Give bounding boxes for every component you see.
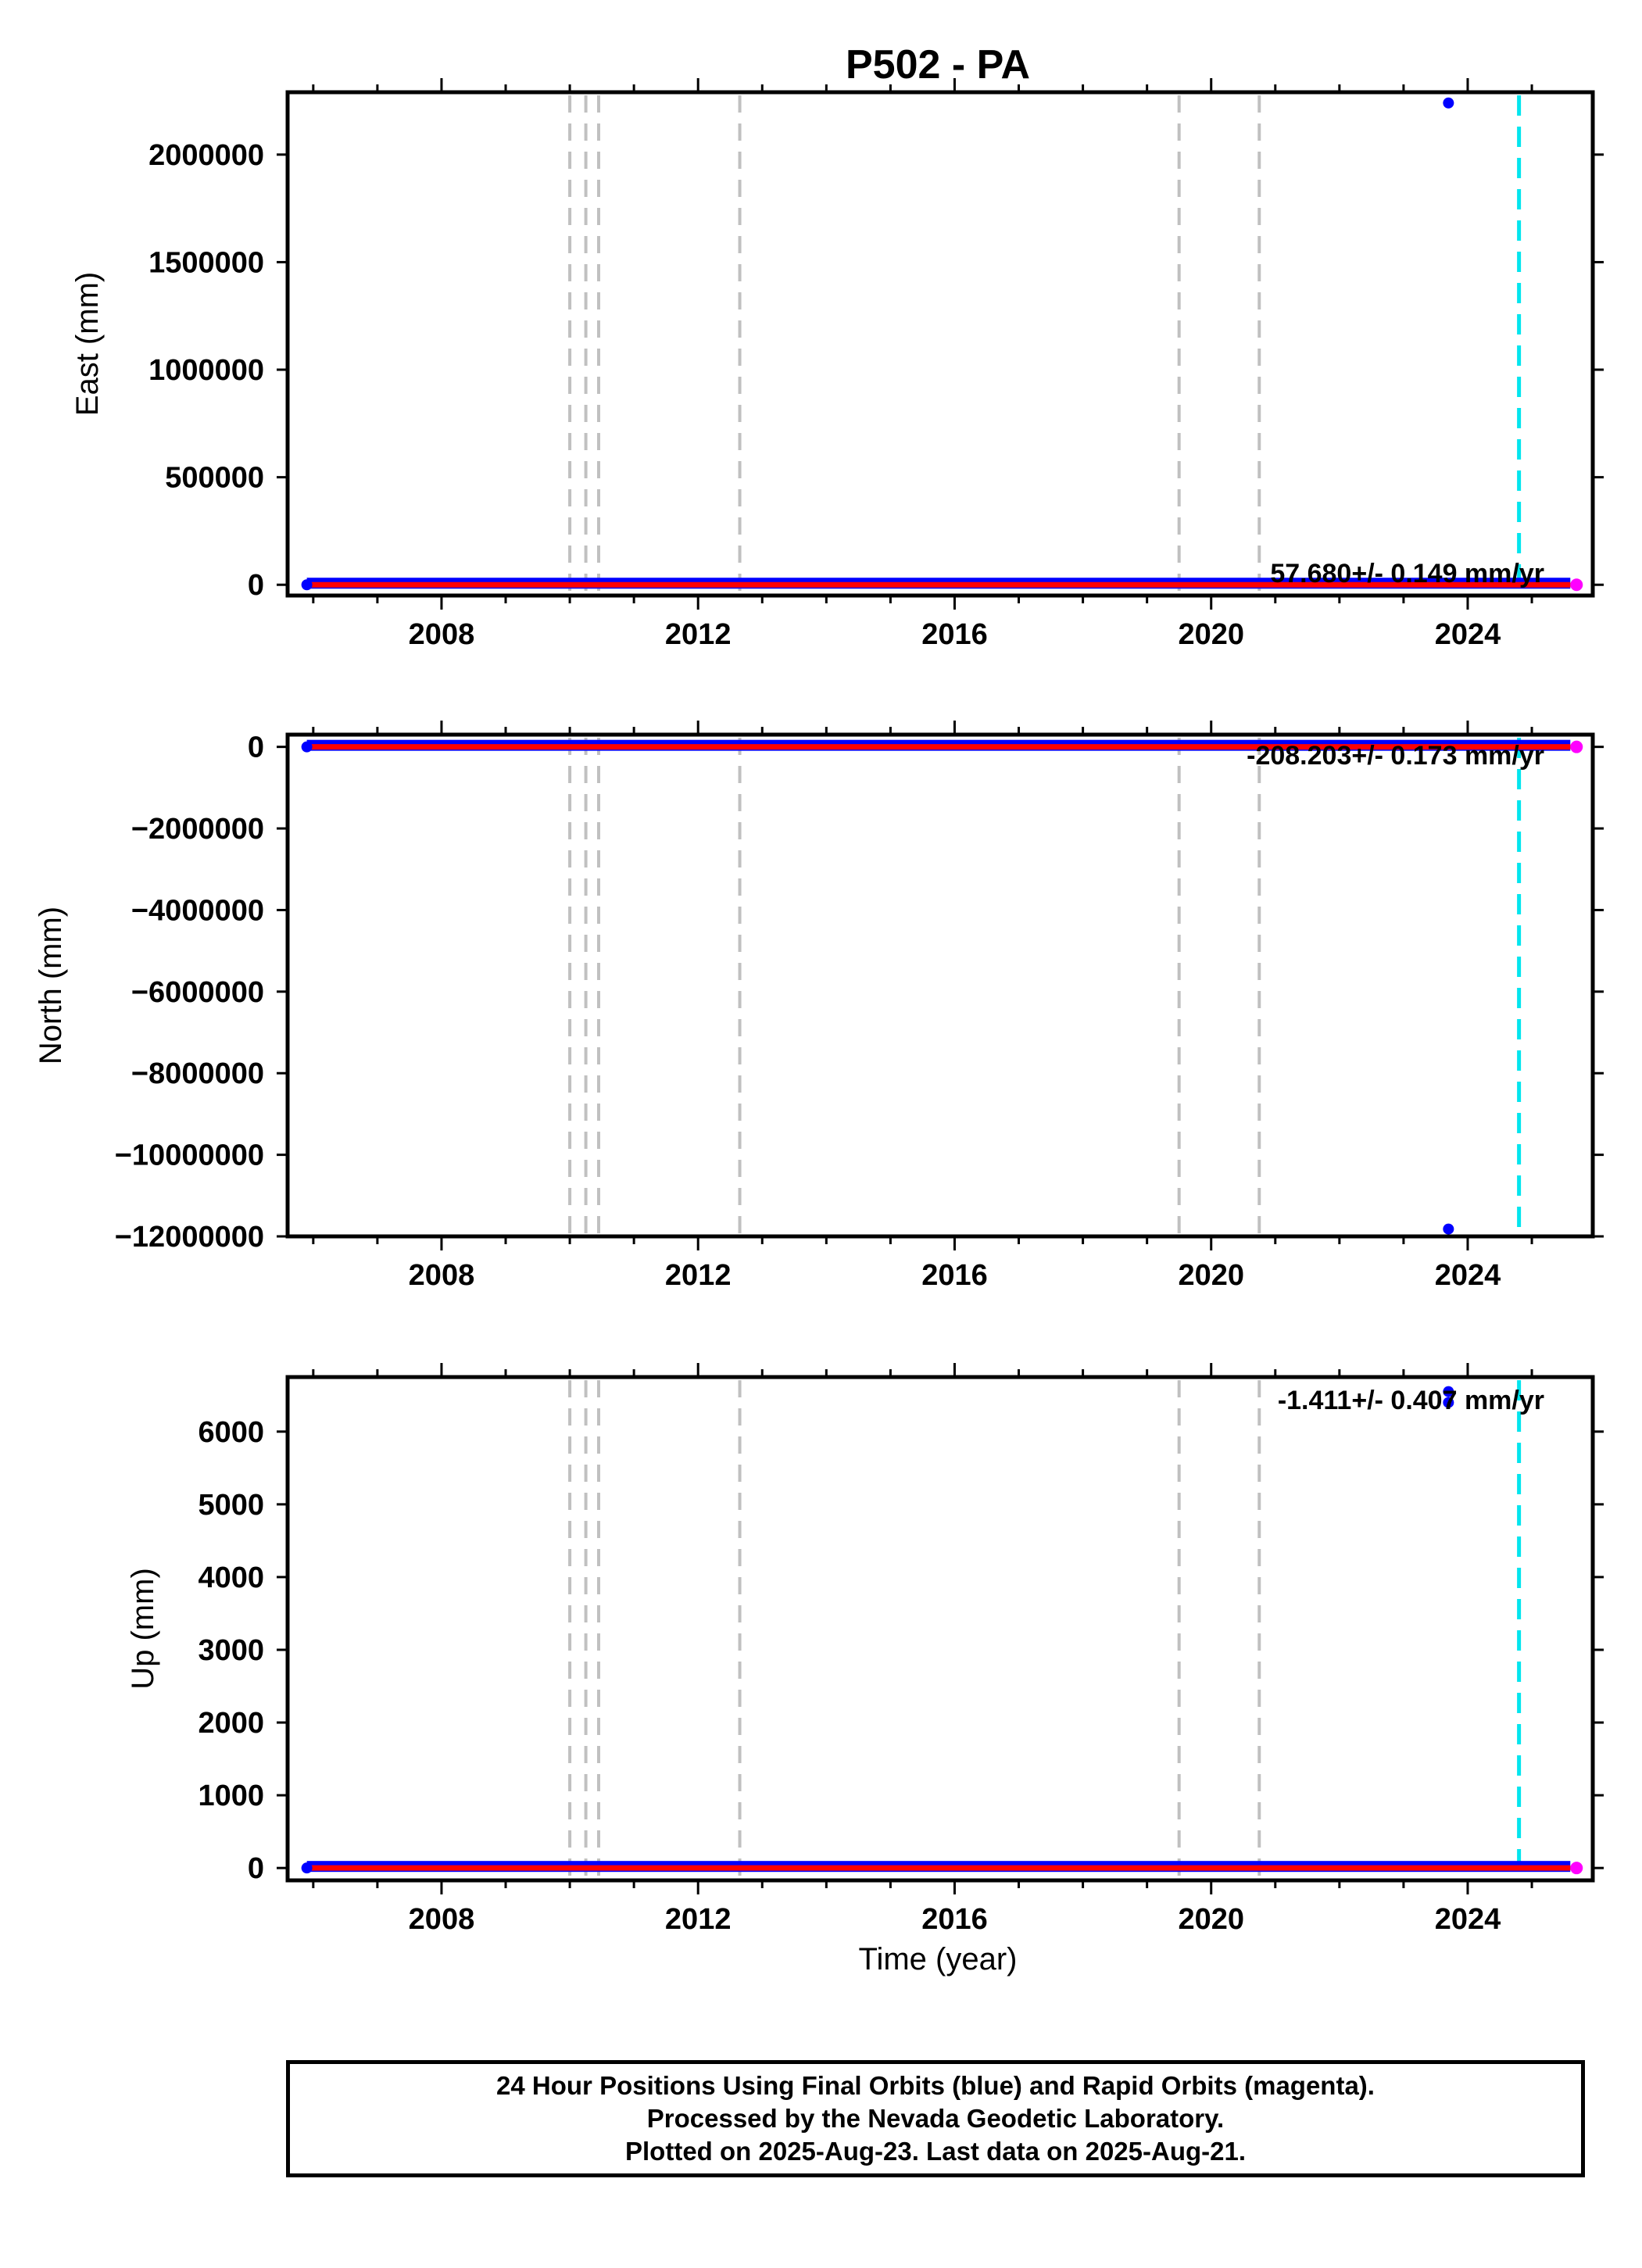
plot-frame	[285, 90, 1595, 598]
rapid-orbit-point	[1570, 1862, 1583, 1875]
y-tick-label: 500000	[165, 462, 264, 495]
y-tick-label: 1000000	[148, 354, 264, 387]
outlier-point	[1443, 97, 1454, 109]
outlier-point	[1443, 1223, 1454, 1235]
panel-east: 2008 2012 2016 2020 2024 0 500000 1000000 150000…	[70, 78, 1604, 651]
series-start-point	[301, 1862, 313, 1874]
y-tick-label: −8000000	[131, 1057, 264, 1090]
x-tick-label: 2016	[921, 618, 988, 651]
y-tick-label: 0	[248, 1852, 264, 1885]
x-tick-label: 2012	[665, 618, 732, 651]
caption-line-1: 24 Hour Positions Using Final Orbits (bl…	[496, 2071, 1375, 2100]
y-tick-label: −6000000	[131, 976, 264, 1009]
y-tick-label: 0	[248, 732, 264, 764]
x-tick-label: 2020	[1178, 1903, 1244, 1936]
rapid-orbit-point	[1570, 578, 1583, 592]
y-tick-label: 4000	[198, 1561, 264, 1594]
x-tick-label: 2020	[1178, 1259, 1244, 1292]
series-start-point	[301, 579, 313, 591]
y-tick-label: 1000	[198, 1780, 264, 1812]
series-start-point	[301, 741, 313, 753]
caption-box: 24 Hour Positions Using Final Orbits (bl…	[286, 2060, 1585, 2177]
y-axis-label: North (mm)	[34, 907, 68, 1064]
caption-line-3: Plotted on 2025-Aug-23. Last data on 202…	[625, 2137, 1246, 2166]
y-tick-label: 3000	[198, 1634, 264, 1667]
x-tick-label: 2020	[1178, 618, 1244, 651]
plot-frame	[285, 732, 1595, 1239]
y-tick-label: 1500000	[148, 246, 264, 279]
velocity-annotation: -1.411+/- 0.407 mm/yr	[1278, 1386, 1544, 1415]
panel-north: 2008 2012 2016 2020 2024 0 −2000000 −4000000 −60…	[34, 721, 1604, 1292]
x-axis-label: Time (year)	[859, 1942, 1018, 1976]
x-tick-label: 2024	[1435, 1903, 1501, 1936]
plot-frame	[285, 1375, 1595, 1883]
y-tick-label: 2000000	[148, 139, 264, 172]
y-axis-label: East (mm)	[70, 272, 105, 416]
x-tick-label: 2008	[409, 1259, 475, 1292]
y-tick-label: 5000	[198, 1489, 264, 1522]
x-tick-label: 2012	[665, 1903, 732, 1936]
outlier-point	[1443, 1386, 1454, 1397]
y-tick-label: 6000	[198, 1416, 264, 1449]
x-tick-label: 2024	[1435, 618, 1501, 651]
y-tick-label: 0	[248, 569, 264, 602]
rapid-orbit-point	[1570, 740, 1583, 753]
panel-up: 2008 2012 2016 2020 2024 0 1000 2000 3000 4000 500…	[126, 1363, 1604, 1936]
x-tick-label: 2016	[921, 1903, 988, 1936]
velocity-annotation: -208.203+/- 0.173 mm/yr	[1247, 741, 1544, 771]
outlier-point	[1443, 1397, 1454, 1408]
chart-title: P502 - PA	[846, 42, 1030, 88]
x-tick-label: 2008	[409, 618, 475, 651]
x-tick-label: 2016	[921, 1259, 988, 1292]
y-tick-label: −2000000	[131, 813, 264, 846]
caption-line-2: Processed by the Nevada Geodetic Laborat…	[646, 2104, 1225, 2133]
x-tick-label: 2008	[409, 1903, 475, 1936]
x-tick-label: 2012	[665, 1259, 732, 1292]
y-tick-label: −12000000	[115, 1221, 264, 1254]
y-tick-label: −4000000	[131, 894, 264, 927]
y-axis-label: Up (mm)	[126, 1568, 160, 1690]
velocity-annotation: 57.680+/- 0.149 mm/yr	[1270, 559, 1544, 588]
panels: 2008 2012 2016 2020 202405000001000000150000…	[34, 78, 1604, 1936]
y-tick-label: 2000	[198, 1707, 264, 1740]
x-tick-label: 2024	[1435, 1259, 1501, 1292]
y-tick-label: −10000000	[115, 1139, 264, 1172]
